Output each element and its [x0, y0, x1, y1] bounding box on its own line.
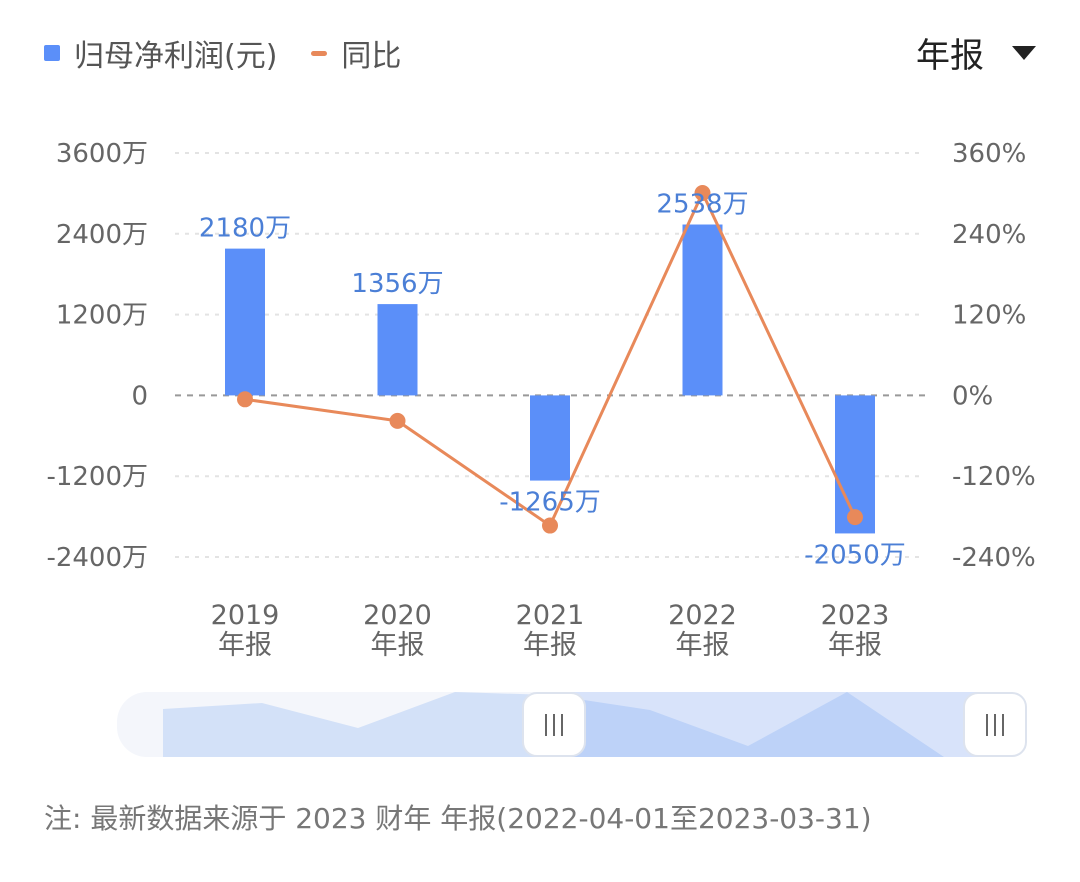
left-tick-label: 1200万 — [56, 301, 148, 331]
left-tick-label: -2400万 — [46, 543, 148, 573]
chart-canvas: 3600万 2400万 1200万 0 -1200万 -2400万 360% 240% 120… — [46, 139, 1036, 757]
legend-item-net-profit[interactable]: 归母净利润(元) — [44, 31, 277, 75]
bar-data-label: 2180万 — [199, 214, 291, 244]
slider-handle[interactable] — [963, 692, 1027, 757]
x-tick-sublabel: 年报 — [371, 630, 425, 661]
x-tick-label: 2019 — [211, 600, 280, 631]
yoy-point — [847, 509, 863, 526]
right-tick-label: 120% — [952, 301, 1026, 331]
footnote: 注: 最新数据来源于 2023 财年 年报(2022-04-01至2023-03… — [44, 802, 872, 835]
bar — [682, 224, 723, 396]
x-tick-label: 2021 — [516, 600, 585, 631]
left-axis: 3600万 2400万 1200万 0 -1200万 -2400万 — [46, 139, 148, 573]
bar-swatch — [44, 45, 60, 61]
x-tick-label: 2023 — [821, 600, 890, 631]
bar-data-labels: 2180万 1356万 -1265万 2538万 -2050万 — [199, 190, 906, 571]
legend-line-label: 同比 — [341, 39, 402, 74]
x-tick-label: 2022 — [668, 600, 737, 631]
caret-down-icon — [1012, 45, 1036, 60]
line-series — [237, 184, 863, 534]
yoy-point — [694, 184, 711, 201]
bar — [225, 248, 265, 396]
range-slider — [117, 692, 1027, 757]
left-tick-label: 2400万 — [56, 220, 148, 250]
yoy-point — [237, 391, 253, 408]
x-tick-sublabel: 年报 — [676, 630, 730, 661]
yoy-point — [389, 412, 406, 429]
right-tick-label: 0% — [952, 381, 993, 411]
right-tick-label: 240% — [952, 220, 1026, 250]
right-tick-label: -240% — [952, 543, 1036, 573]
bar-data-label: -2050万 — [804, 540, 906, 570]
left-tick-label: 0 — [131, 381, 148, 411]
x-tick-sublabel: 年报 — [523, 630, 577, 661]
bar-series — [225, 224, 875, 534]
x-tick-sublabel: 年报 — [828, 630, 882, 661]
x-tick-label: 2020 — [363, 600, 432, 631]
left-tick-label: -1200万 — [46, 462, 148, 492]
period-dropdown[interactable]: 年报 — [916, 28, 1036, 77]
x-tick-sublabel: 年报 — [218, 630, 272, 661]
right-tick-label: -120% — [952, 462, 1036, 492]
right-axis: 360% 240% 120% 0% -120% -240% — [952, 139, 1036, 573]
bar-data-label: 1356万 — [351, 269, 443, 299]
bar-data-label: 2538万 — [656, 190, 748, 220]
bar — [377, 304, 418, 396]
left-tick-label: 3600万 — [56, 139, 148, 169]
legend-bar-label: 归母净利润(元) — [74, 39, 278, 74]
legend-item-yoy[interactable]: 同比 — [311, 31, 401, 75]
bar-data-label: -1265万 — [499, 488, 601, 518]
chart-legend: 归母净利润(元) 同比 — [44, 30, 435, 76]
slider-handle[interactable] — [522, 692, 586, 757]
line-swatch — [311, 50, 328, 56]
bar — [530, 395, 570, 481]
period-value: 年报 — [916, 36, 984, 76]
right-tick-label: 360% — [952, 139, 1026, 169]
yoy-point — [542, 517, 558, 534]
slider-selected-window — [554, 692, 995, 757]
